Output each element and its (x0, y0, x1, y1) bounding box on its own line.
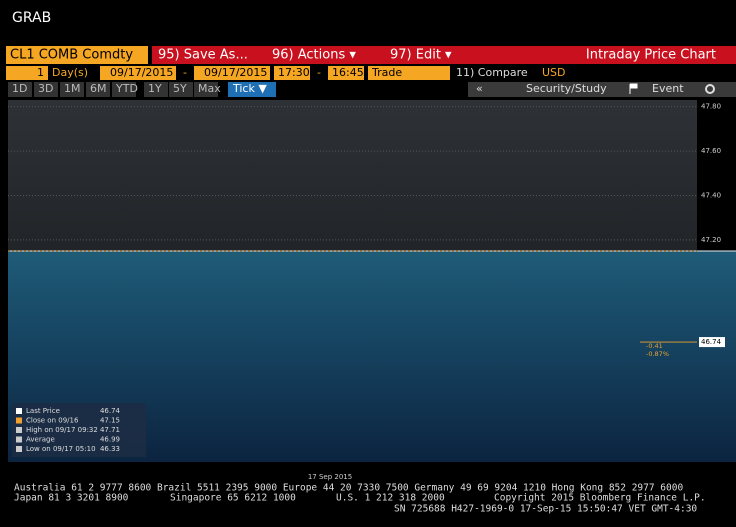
range-button-label: YTD (115, 82, 138, 95)
legend-value: 47.15 (100, 417, 120, 425)
y-tick-label: 47.40 (701, 191, 721, 199)
dash: - (183, 66, 187, 79)
footer-line: Copyright 2015 Bloomberg Finance L.P. (494, 493, 706, 504)
y-tick-label: 47.60 (701, 147, 721, 155)
range-button[interactable] (194, 82, 218, 97)
collapse[interactable]: « (476, 82, 483, 95)
start-date: 09/17/2015 (110, 66, 173, 79)
legend-value: 47.71 (100, 426, 120, 434)
range-button-label: 1D (12, 82, 27, 95)
tick-button[interactable] (228, 82, 276, 97)
legend-swatch (16, 436, 22, 443)
range-button-label: Max (198, 82, 221, 95)
legend-value: 46.74 (100, 407, 121, 415)
legend-label: Average (26, 436, 55, 444)
window-title: GRAB (12, 10, 51, 26)
range-button-label: 1M (64, 82, 81, 95)
area (8, 251, 736, 462)
range-button[interactable] (60, 82, 84, 97)
menu-save[interactable]: 95) Save As... (158, 48, 248, 63)
range-button[interactable] (169, 82, 193, 97)
plot: 46.4046.6046.8047.0047.2047.4047.6047.80… (8, 103, 736, 462)
ticker: CL1 COMB Comdty (10, 48, 133, 63)
range-button[interactable] (34, 82, 58, 97)
dash: - (317, 66, 321, 79)
days-unit: Day(s) (52, 66, 88, 79)
menu-actions[interactable]: 96) Actions ▾ (272, 48, 356, 63)
tick-button-label: Tick ▼ (232, 82, 267, 95)
end-date-field[interactable] (194, 66, 270, 80)
change-pct: -0.87% (646, 350, 669, 358)
legend-swatch (16, 408, 22, 414)
footer-line: U.S. 1 212 318 2000 (336, 493, 445, 504)
field: Trade (371, 66, 402, 79)
flag-icon (629, 83, 638, 94)
legend-label: Close on 09/16 (26, 417, 79, 425)
last-tag-label: 46.74 (701, 338, 722, 346)
legend-value: 46.99 (100, 436, 120, 444)
screen-title: Intraday Price Chart (586, 48, 716, 63)
menu-bar (152, 46, 736, 64)
range-button[interactable] (86, 82, 110, 97)
legend-label: Last Price (26, 407, 60, 415)
start-time-field[interactable] (274, 66, 310, 80)
range-button-label: 3D (38, 82, 53, 95)
range-buttons: 1D 3D 1M 6M YTD 1Y 5Y Max Tick ▼ (8, 82, 276, 97)
event[interactable]: Event (652, 82, 684, 95)
compare[interactable]: 11) Compare (456, 66, 528, 79)
legend-swatch (16, 417, 22, 424)
end-date: 09/17/2015 (204, 66, 267, 79)
legend-value: 46.33 (100, 445, 120, 453)
footer-line: Japan 81 3 3201 8900 (14, 493, 129, 504)
field-select[interactable] (368, 66, 450, 80)
legend-box (12, 403, 146, 457)
legend-swatch (16, 446, 22, 452)
toolbar (468, 82, 736, 97)
menu-edit[interactable]: 97) Edit ▾ (390, 48, 452, 63)
gear-icon[interactable] (705, 84, 715, 94)
days: 1 (37, 66, 44, 79)
legend-label: Low on 09/17 05:10 (26, 445, 96, 453)
currency: USD (542, 66, 566, 79)
end-time-field[interactable] (328, 66, 364, 80)
change: -0.41 (646, 342, 663, 350)
range-button[interactable] (112, 82, 136, 97)
end-time: 16:45 (332, 66, 364, 79)
range-button[interactable] (8, 82, 32, 97)
date-label: 17 Sep 2015 (308, 473, 352, 481)
y-tick-label: 47.80 (701, 103, 721, 111)
days-field[interactable] (6, 66, 48, 80)
range-button-label: 1Y (148, 82, 162, 95)
y-tick-label: 47.20 (701, 236, 721, 244)
footer-line: Singapore 65 6212 1000 (170, 493, 296, 504)
start-date-field[interactable] (100, 66, 176, 80)
range-button-label: 5Y (173, 82, 187, 95)
security-study[interactable]: Security/Study (526, 82, 607, 95)
footer-line: Australia 61 2 9777 8600 Brazil 5511 239… (14, 483, 683, 494)
range-button[interactable] (144, 82, 168, 97)
last-tag (699, 337, 725, 348)
footer-line: SN 725688 H427-1969-0 17-Sep-15 15:50:47… (394, 504, 697, 515)
start-time: 17:30 (278, 66, 310, 79)
legend-swatch (16, 427, 22, 433)
legend-label: High on 09/17 09:32 (26, 426, 98, 434)
ticker-field[interactable] (6, 46, 148, 64)
range-button-label: 6M (90, 82, 107, 95)
